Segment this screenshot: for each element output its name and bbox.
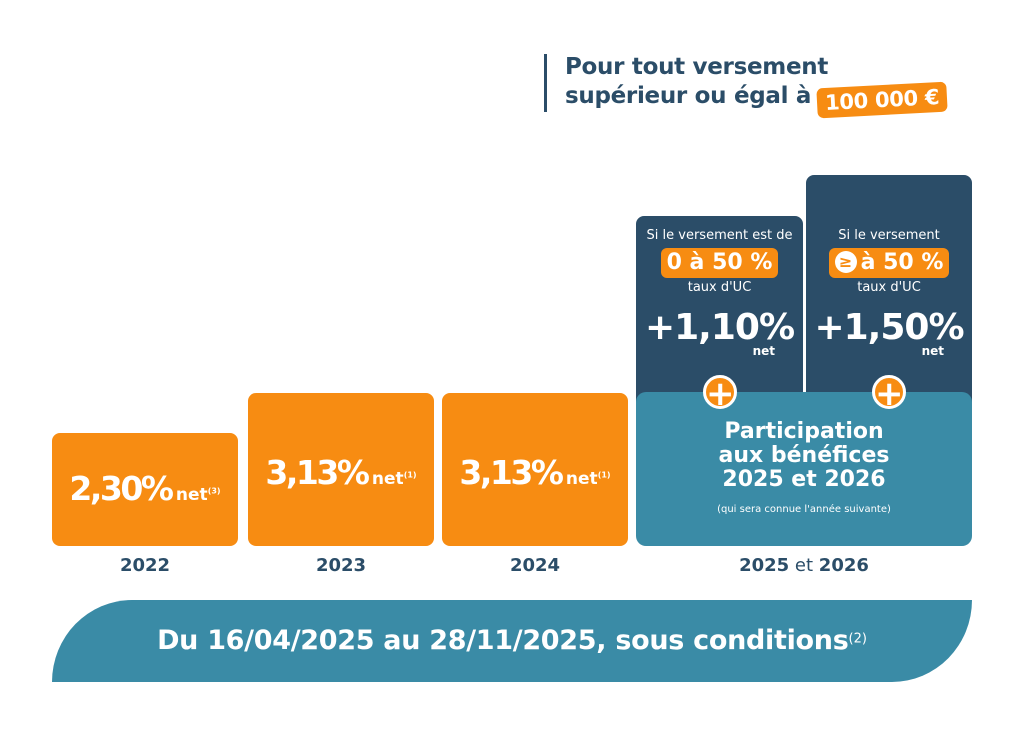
bonus-high-range-badge: ≥ à 50 % xyxy=(828,248,950,278)
heading-divider xyxy=(544,54,547,112)
bonus-high-net: net xyxy=(921,344,944,358)
bar-2024-net: net xyxy=(565,469,598,489)
period-text: Du 16/04/2025 au 28/11/2025, sous condit… xyxy=(157,625,849,656)
bar-2023-label: 3,13% net(1) xyxy=(248,453,434,492)
year-label-2026: 2026 xyxy=(818,555,869,576)
bar-2022-value: 2,30 xyxy=(69,469,143,508)
year-label-separator: et xyxy=(794,555,814,576)
bonus-low-net: net xyxy=(752,344,775,358)
participation-box: Participation aux bénéfices 2025 et 2026… xyxy=(636,392,972,546)
bonus-low-condition: Si le versement est de xyxy=(646,228,793,243)
year-label-2022: 2022 xyxy=(52,555,238,576)
bar-2024-value: 3,13 xyxy=(459,453,533,492)
bar-2023-percent: % xyxy=(336,453,370,492)
bonus-box-high-uc: Si le versement ≥ à 50 % taux d'UC +1,50%… xyxy=(806,175,972,412)
year-label-2023: 2023 xyxy=(248,555,434,576)
participation-title-line-2: aux bénéfices xyxy=(718,443,890,468)
bar-2024-footnote: (1) xyxy=(597,470,611,480)
bar-2022-net: net xyxy=(175,485,208,505)
amount-badge: 100 000 € xyxy=(816,81,949,119)
bar-2022-footnote: (3) xyxy=(207,486,221,496)
bar-2022-label: 2,30% net(3) xyxy=(52,469,238,508)
period-banner: Du 16/04/2025 au 28/11/2025, sous condit… xyxy=(52,600,972,682)
greater-or-equal-icon: ≥ xyxy=(834,251,857,273)
bar-2024-label: 3,13% net(1) xyxy=(442,453,628,492)
period-footnote: (2) xyxy=(848,631,867,647)
heading-line-2: supérieur ou égal à 100 000 € xyxy=(565,81,949,119)
year-label-2025: 2025 xyxy=(739,555,790,576)
bar-2023-value: 3,13 xyxy=(265,453,339,492)
bar-2022-percent: % xyxy=(140,469,174,508)
bar-2024-percent: % xyxy=(530,453,564,492)
plus-icon: + xyxy=(872,375,906,411)
bonus-low-basis: taux d'UC xyxy=(687,280,752,295)
participation-note: (qui sera connue l'année suivante) xyxy=(717,504,891,515)
bonus-low-value: +1,10% xyxy=(644,307,795,348)
year-label-2024-text: 2024 xyxy=(509,555,561,576)
year-label-2022-text: 2022 xyxy=(119,555,171,576)
plus-icon: + xyxy=(703,375,737,411)
bar-2024: 3,13% net(1) xyxy=(442,393,628,546)
bonus-high-condition: Si le versement xyxy=(838,228,940,243)
heading-line-2-text: supérieur ou égal à xyxy=(565,83,812,109)
bar-2023: 3,13% net(1) xyxy=(248,393,434,546)
participation-title-line-1: Participation xyxy=(724,419,884,444)
year-label-2023-text: 2023 xyxy=(315,555,367,576)
bar-2023-net: net xyxy=(371,469,404,489)
bonus-box-low-uc: Si le versement est de 0 à 50 % taux d'U… xyxy=(636,216,803,412)
bonus-low-range: 0 à 50 % xyxy=(660,248,779,278)
heading-line-1: Pour tout versement xyxy=(565,54,829,80)
bar-2022: 2,30% net(3) xyxy=(52,433,238,546)
participation-title-line-3: 2025 et 2026 xyxy=(722,467,886,492)
bar-2023-footnote: (1) xyxy=(403,470,417,480)
year-label-2024: 2024 xyxy=(442,555,628,576)
bonus-high-value: +1,50% xyxy=(814,307,964,348)
year-label-2025-2026: 2025 et 2026 xyxy=(636,555,972,576)
participation-title: Participation aux bénéfices 2025 et 2026 xyxy=(636,420,972,492)
bonus-high-basis: taux d'UC xyxy=(857,280,921,295)
bonus-high-range: à 50 % xyxy=(860,250,944,275)
